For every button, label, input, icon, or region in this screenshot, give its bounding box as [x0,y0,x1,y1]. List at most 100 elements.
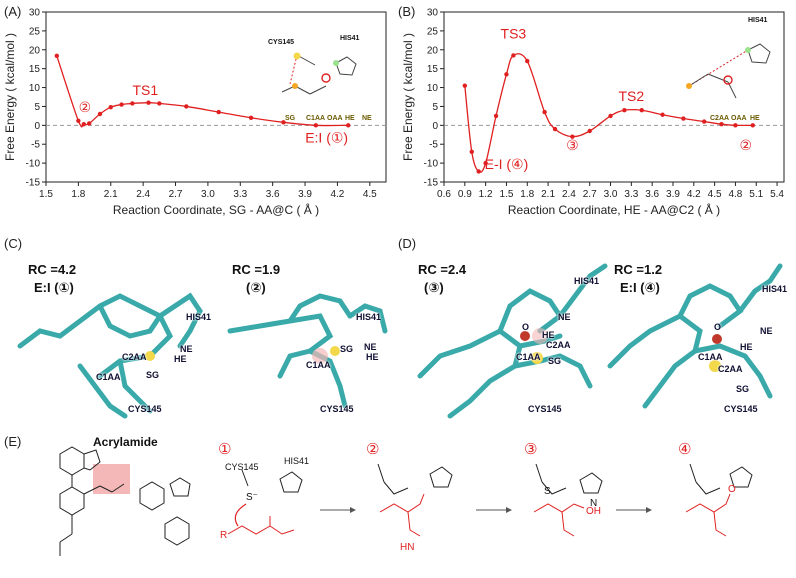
sulfur-atom-icon [531,352,543,364]
inset-label: C1AA [306,115,325,122]
structure-c2 [227,293,388,409]
x-tick-label: 3.0 [201,189,215,200]
x-tick-label: 3.3 [233,189,247,200]
panel-label-c: (C) [4,236,23,251]
y-tick-label: -15 [424,178,439,189]
chart-annotation: TS1 [132,82,158,98]
atom-label: C1AA [516,352,541,362]
sulfur-atom-icon [330,346,340,356]
data-point [184,104,189,109]
atom-label: C1AA [698,352,723,362]
panel-label-a: (A) [4,4,22,19]
energy-curve [464,53,753,173]
x-tick-label: 4.2 [330,189,344,200]
y-tick-label: 30 [29,8,41,19]
data-point [108,105,113,110]
chart-annotation: E:I (①) [305,129,348,145]
y-tick-label: -5 [429,140,438,151]
x-tick-label: 0.9 [458,189,472,200]
free-energy-chart-b: 0.6 0.9 1.2 1.5 1.8 2.1 2.4 2.7 3.0 3.3 3.6 3.9 4.2 4… [401,8,785,217]
data-point [130,101,135,106]
x-tick-label: 4.2 [687,189,701,200]
scheme-step-2 [377,463,453,537]
structure-d1 [417,263,608,419]
inset-label: NE [362,115,372,122]
atom-label: NE [558,312,571,322]
data-point [552,126,558,132]
y-tick-label: 10 [29,83,41,94]
inset-structure-a [281,52,357,95]
data-point [313,123,319,128]
atom-label: HE [740,342,753,352]
atom-label: HIS41 [186,312,212,322]
data-point [86,121,92,126]
scheme-label-r: R [220,530,227,541]
y-tick-label: 15 [29,64,41,75]
rc-label-c2: RC =1.9 [232,262,281,277]
chart-B: 0.6 0.9 1.2 1.5 1.8 2.1 2.4 2.7 3.0 3.3 3.6 3.9 4.2 4… [401,8,785,217]
state-label-c1: E:I (①) [34,280,74,295]
atom-label: HIS41 [762,284,788,294]
x-tick-label: 5.4 [770,189,784,200]
data-point [248,115,254,120]
ligand-name: Acrylamide [93,435,158,449]
y-tick-label: 5 [34,102,40,113]
data-point [681,116,686,121]
rc-label-d2: RC =1.2 [614,262,663,277]
y-tick-label: 15 [427,64,439,75]
data-point [702,119,707,124]
x-axis-label: Reaction Coordinate, SG - AA@C ( Å ) [113,202,319,217]
data-point [639,108,644,113]
scheme-label-thiolate: S⁻ [246,492,258,503]
inset-label: SG [285,115,296,122]
atom-label: CYS145 [320,404,354,414]
atom-label: O [714,322,722,332]
data-point [54,53,59,59]
sulfur-atom-icon [145,351,155,361]
atom-label: C2AA [546,340,571,350]
atom-label: NE [180,344,193,354]
atom-label: NE [760,326,773,336]
data-point [346,123,351,128]
step-2: ② [366,441,379,458]
x-tick-label: 1.2 [479,189,493,200]
inset-structure-b [686,43,771,99]
x-tick-label: 2.4 [562,189,576,200]
x-tick-label: 3.0 [604,189,618,200]
chart-annotation: TS2 [619,88,645,104]
oxygen-atom-icon [723,75,733,85]
data-point [733,123,738,128]
atom-label: HIS41 [574,276,600,286]
x-tick-label: 2.7 [169,189,183,200]
x-tick-label: 5.1 [749,189,763,200]
inset-label: C2AA [710,115,729,122]
scheme-label-oh: OH [586,506,601,517]
scheme-label-o: O [728,484,736,495]
scheme-step-3 [533,463,603,537]
data-point [750,123,755,128]
atom-label: C1AA [306,360,331,370]
acrylamide-structure [59,446,191,556]
inset-label: OAA [327,115,343,122]
x-tick-label: 3.6 [645,189,659,200]
state-label-d2: E:I (④) [620,280,660,295]
data-point [281,120,286,125]
x-tick-label: 1.5 [39,189,53,200]
inset-label: CYS145 [268,39,294,46]
x-tick-label: 4.8 [728,189,742,200]
y-tick-label: 5 [432,102,438,113]
data-point [97,111,103,117]
data-point [76,118,81,124]
chart-A: 1.5 1.8 2.1 2.4 2.7 3.0 3.3 3.6 3.9 4.2 4.5 -15 -10 -… [3,8,387,217]
data-point [157,101,162,106]
data-point [525,58,530,64]
x-axis-label: Reaction Coordinate, HE - AA@C2 ( Å ) [508,202,720,217]
x-tick-label: 1.5 [499,189,513,200]
arrowhead-icon [646,507,652,513]
structure-d2 [607,263,783,409]
atom-label: HE [366,352,379,362]
data-point [493,113,499,119]
scheme-label-hn: HN [400,542,414,553]
y-axis-label: Free Energy ( kcal/mol ) [3,33,17,161]
atom-label: SG [146,370,160,380]
